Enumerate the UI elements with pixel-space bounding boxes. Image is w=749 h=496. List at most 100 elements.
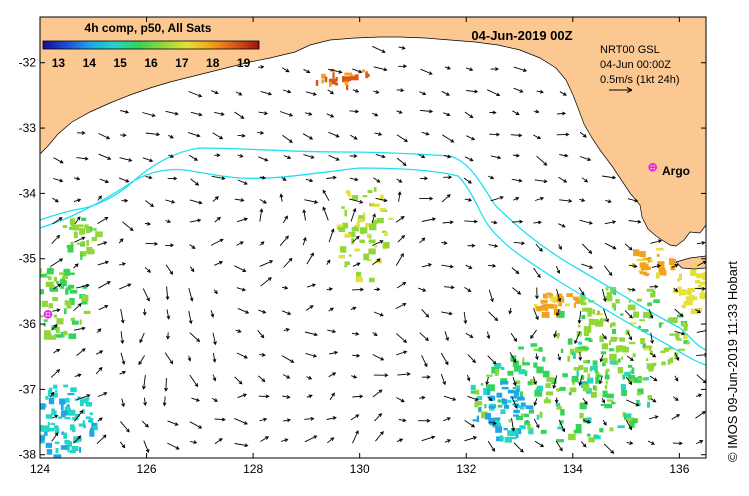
current-arrow — [52, 414, 59, 419]
current-arrow — [602, 175, 617, 180]
sst-pixel — [88, 419, 92, 423]
y-tick-label: -33 — [19, 121, 37, 135]
current-arrow — [650, 239, 663, 244]
sst-pixel — [46, 427, 55, 432]
sst-pixel — [60, 278, 66, 282]
sst-pixel — [48, 423, 51, 426]
sst-pixel — [485, 385, 493, 388]
sst-pixel — [681, 289, 686, 296]
sst-pixel — [35, 273, 37, 276]
sst-pixel — [32, 280, 34, 283]
sst-pixel — [355, 276, 362, 280]
sst-pixel — [560, 409, 565, 416]
sst-pixel — [95, 231, 103, 238]
sst-pixel — [573, 367, 580, 371]
current-arrow — [625, 376, 633, 386]
sst-pixel — [477, 396, 483, 400]
current-arrow — [466, 374, 471, 382]
sst-pixel — [43, 322, 46, 327]
sst-pixel — [495, 426, 502, 433]
sst-pixel — [25, 299, 32, 302]
sst-pixel — [78, 224, 84, 228]
sst-pixel — [704, 285, 706, 288]
sst-pixel — [45, 281, 54, 288]
sst-pixel — [518, 369, 526, 375]
sst-pixel — [517, 398, 525, 401]
sst-pixel — [621, 356, 624, 360]
sst-pixel — [86, 239, 89, 247]
current-arrow — [326, 416, 337, 420]
sst-pixel — [63, 330, 68, 336]
sst-pixel — [539, 411, 543, 418]
current-arrow — [695, 411, 706, 419]
sst-pixel — [64, 406, 70, 413]
current-arrow — [372, 354, 385, 361]
sst-pixel — [44, 429, 48, 436]
sst-pixel — [610, 289, 616, 294]
current-arrow — [75, 283, 90, 289]
sst-pixel — [51, 422, 55, 426]
sst-pixel — [338, 227, 346, 233]
current-arrow — [490, 220, 498, 225]
sst-pixel — [379, 208, 385, 211]
current-arrow — [280, 438, 289, 443]
sst-pixel — [602, 357, 608, 363]
current-arrow — [306, 394, 313, 399]
current-arrow — [282, 285, 289, 290]
current-arrow — [143, 440, 150, 453]
current-arrow — [674, 375, 679, 382]
current-arrow — [97, 195, 102, 201]
current-arrow — [282, 374, 291, 379]
current-arrow — [281, 177, 287, 181]
current-arrow — [212, 374, 217, 382]
sst-pixel — [69, 218, 76, 226]
sst-pixel — [82, 420, 85, 425]
current-arrow — [604, 220, 617, 225]
sst-pixel — [66, 304, 72, 309]
sst-pixel — [55, 389, 58, 393]
sst-pixel — [81, 399, 89, 402]
sst-pixel — [647, 302, 652, 307]
current-arrow — [145, 175, 153, 180]
current-arrow — [305, 352, 317, 358]
current-arrow — [322, 206, 329, 221]
sst-pixel — [558, 310, 565, 318]
current-arrow — [162, 396, 167, 407]
sst-pixel — [588, 437, 595, 443]
sst-pixel — [50, 392, 58, 398]
sst-pixel — [344, 81, 348, 86]
current-arrow — [647, 440, 656, 445]
sst-pixel — [74, 398, 79, 401]
current-arrow — [627, 198, 639, 203]
current-arrow — [559, 198, 573, 203]
sst-pixel — [599, 318, 607, 322]
sst-pixel — [332, 72, 335, 79]
current-arrow — [397, 191, 402, 202]
current-arrow — [165, 199, 176, 204]
current-arrow — [579, 219, 593, 225]
current-arrow — [601, 288, 607, 303]
sst-pixel — [82, 284, 87, 289]
current-arrow — [142, 112, 156, 118]
sst-pixel — [382, 230, 387, 233]
sst-pixel — [649, 346, 652, 351]
current-arrow — [464, 287, 472, 293]
current-arrow — [396, 397, 405, 403]
sst-pixel — [55, 326, 60, 334]
current-arrow — [352, 235, 360, 243]
sst-pixel — [511, 429, 519, 436]
current-arrow — [604, 242, 617, 250]
current-arrow — [696, 440, 704, 445]
sst-pixel — [636, 402, 641, 406]
sst-pixel — [675, 333, 680, 339]
current-arrow — [464, 219, 478, 224]
sst-pixel — [516, 415, 523, 421]
sst-pixel — [472, 419, 479, 422]
sst-pixel — [512, 399, 518, 403]
sst-pixel — [646, 288, 655, 292]
current-arrow — [513, 87, 524, 93]
current-arrow — [303, 68, 311, 74]
current-arrow — [535, 243, 543, 252]
current-arrow — [305, 305, 314, 311]
sst-pixel — [669, 317, 678, 323]
